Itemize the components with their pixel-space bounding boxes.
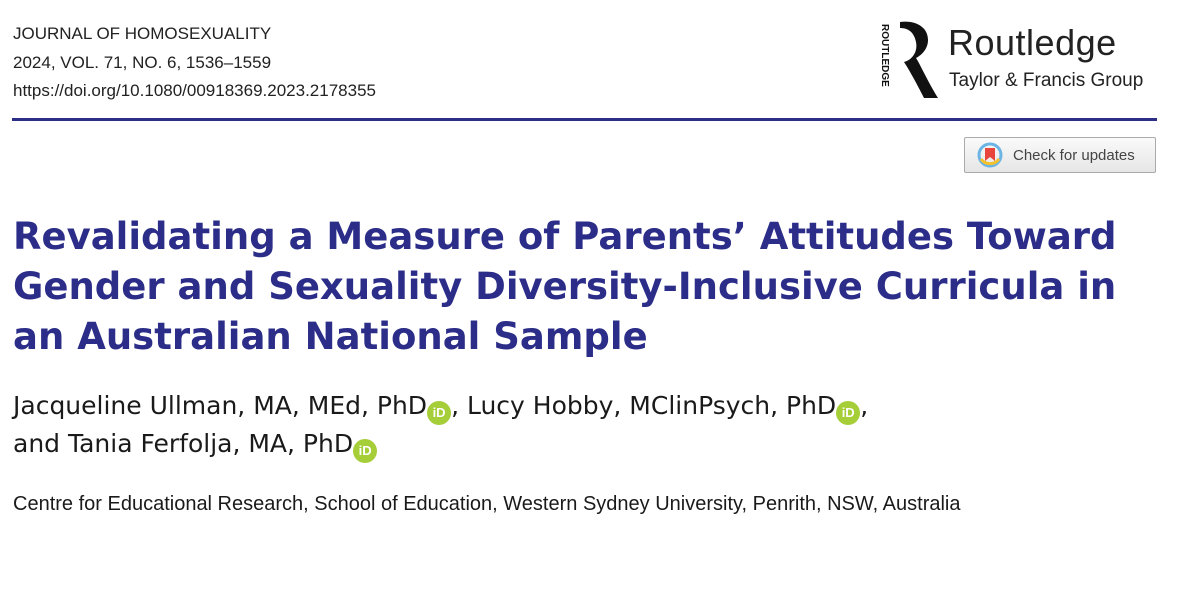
check-for-updates-label: Check for updates (1013, 146, 1135, 164)
routledge-r-emblem-icon (900, 21, 938, 98)
orcid-icon[interactable]: iD (836, 401, 861, 425)
header-divider (12, 118, 1157, 121)
author-separator: , (860, 391, 869, 420)
article-title: Revalidating a Measure of Parents’ Attit… (13, 212, 1173, 362)
svg-text:ROUTLEDGE: ROUTLEDGE (880, 24, 890, 87)
journal-citation: 2024, VOL. 71, NO. 6, 1536–1559 (13, 52, 272, 72)
routledge-vertical-wordmark: ROUTLEDGE (880, 24, 890, 87)
author-name: Lucy Hobby, MClinPsych, PhD (466, 391, 837, 420)
affiliation: Centre for Educational Research, School … (13, 493, 961, 515)
doi-link[interactable]: https://doi.org/10.1080/00918369.2023.21… (13, 81, 376, 100)
bookmark-icon (977, 142, 1003, 168)
routledge-logo: ROUTLEDGE Routledge Taylor & Francis Gro… (880, 18, 1160, 103)
orcid-icon[interactable]: iD (427, 401, 452, 425)
author-list: Jacqueline Ullman, MA, MEd, PhD iD, Lucy … (13, 387, 868, 463)
journal-name: JOURNAL OF HOMOSEXUALITY (13, 24, 272, 43)
author-name: Jacqueline Ullman, MA, MEd, PhD (13, 391, 428, 420)
author-name: and Tania Ferfolja, MA, PhD (13, 429, 354, 458)
author-separator: , (451, 391, 467, 420)
publisher-name: Routledge (948, 22, 1117, 63)
journal-meta: JOURNAL OF HOMOSEXUALITY 2024, VOL. 71, … (13, 20, 376, 106)
check-for-updates-button[interactable]: Check for updates (964, 137, 1156, 173)
orcid-icon[interactable]: iD (353, 439, 378, 463)
publisher-group: Taylor & Francis Group (949, 70, 1144, 91)
article-title-text: Revalidating a Measure of Parents’ Attit… (13, 215, 1117, 358)
